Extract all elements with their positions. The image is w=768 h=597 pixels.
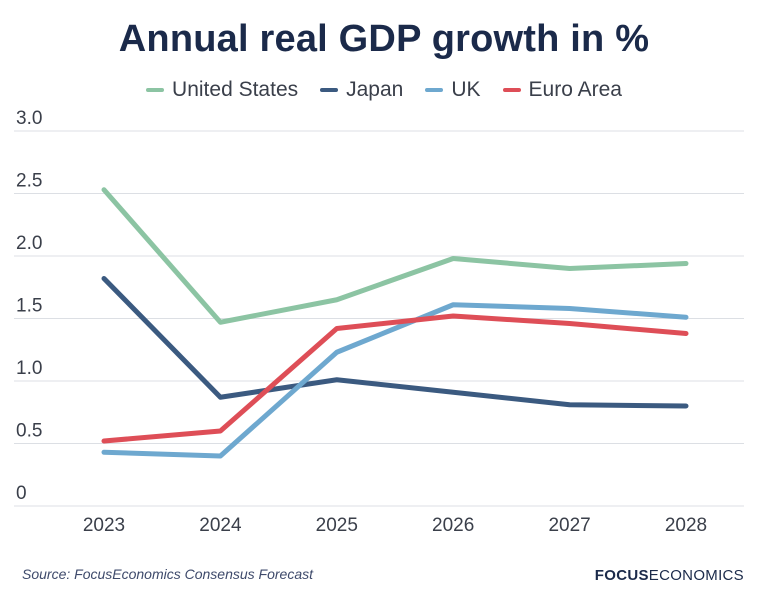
y-tick-label: 2.5 [16,171,42,192]
source-note: Source: FocusEconomics Consensus Forecas… [22,566,314,582]
x-axis-ticks: 2023 2024 2025 2026 2027 2028 [83,515,707,536]
y-axis-ticks: 0 0.5 1.0 1.5 2.0 2.5 3.0 [16,108,42,504]
y-tick-label: 1.0 [16,358,42,379]
series-line-uk [101,302,689,459]
y-tick-label: 2.0 [16,233,42,254]
x-tick-label: 2024 [199,515,242,536]
y-tick-label: 0 [16,483,27,504]
legend-label: UK [451,78,481,101]
legend-label: United States [172,78,299,101]
y-tick-label: 1.5 [16,296,42,317]
x-tick-label: 2027 [548,515,590,536]
legend-item-japan: Japan [320,78,403,102]
legend-label: Euro Area [528,78,622,101]
legend-swatch [146,88,165,92]
chart-title: Annual real GDP growth in % [118,18,650,60]
legend-item-united-states: United States [146,78,298,102]
grid-lines [14,130,744,507]
brand-logo: FOCUSECONOMICS [595,567,744,584]
chart-legend: United States Japan UK Euro Area [0,78,768,102]
x-tick-label: 2028 [665,515,707,536]
series-lines [101,187,689,459]
y-tick-label: 3.0 [16,108,42,129]
legend-swatch [320,88,339,92]
brand-logo-bold: FOCUS [594,567,649,584]
legend-item-euro-area: Euro Area [502,78,622,102]
series-line-euro-area [101,313,689,444]
legend-label: Japan [346,78,404,101]
legend-swatch [425,88,444,92]
x-tick-label: 2025 [316,515,358,536]
legend-item-uk: UK [425,78,481,102]
series-line-japan [101,276,689,409]
brand-logo-light: ECONOMICS [648,567,744,584]
legend-swatch [502,88,521,92]
y-tick-label: 0.5 [16,421,42,442]
x-tick-label: 2023 [83,515,125,536]
series-line-united-states [101,187,689,325]
x-tick-label: 2026 [432,515,474,536]
